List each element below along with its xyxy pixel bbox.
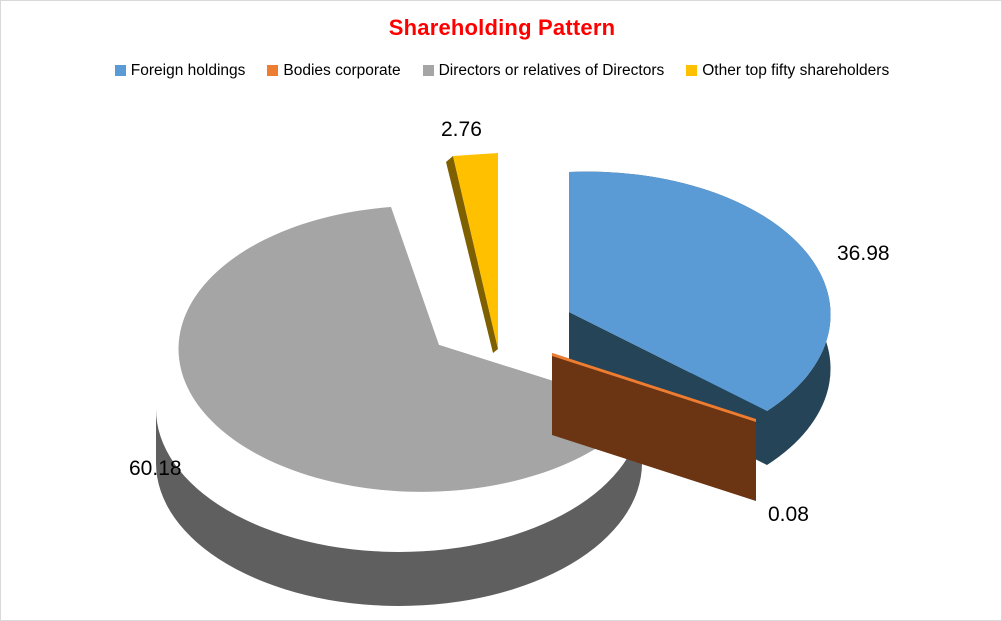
pie-slice-other-top-fifty[interactable]: [446, 153, 498, 353]
legend-swatch-foreign-holdings: [114, 65, 126, 77]
data-label-directors: 60.18: [129, 457, 182, 480]
legend-item-foreign-holdings[interactable]: Foreign holdings: [114, 62, 246, 79]
legend-label-directors: Directors or relatives of Directors: [438, 62, 665, 79]
legend-item-bodies-corporate[interactable]: Bodies corporate: [267, 62, 401, 79]
legend-label-foreign-holdings: Foreign holdings: [130, 62, 246, 79]
legend-item-other-top-fifty[interactable]: Other top fifty shareholders: [686, 63, 889, 79]
legend-label-other-top-fifty: Other top fifty shareholders: [702, 62, 890, 79]
data-label-bodies-corporate: 0.08: [768, 503, 809, 526]
data-label-other-top-fifty: 2.76: [441, 118, 482, 141]
pie-slice-directors-side: [156, 409, 642, 606]
chart-legend: Foreign holdings Bodies corporate Direct…: [1, 62, 1001, 79]
pie-slice-foreign-holdings-top: [569, 171, 831, 411]
pie-slice-bodies-corporate-side: [552, 353, 756, 501]
pie-slice-other-top-fifty-side: [446, 156, 498, 353]
data-label-foreign-holdings: 36.98: [837, 242, 890, 265]
pie-slice-other-top-fifty-top: [453, 153, 498, 349]
pie-slice-bodies-corporate-top: [552, 353, 756, 422]
legend-label-bodies-corporate: Bodies corporate: [283, 62, 401, 79]
legend-item-directors[interactable]: Directors or relatives of Directors: [422, 62, 665, 79]
legend-swatch-other-top-fifty: [686, 65, 698, 77]
legend-swatch-bodies-corporate: [267, 65, 279, 77]
chart-title: Shareholding Pattern: [388, 15, 616, 40]
pie-slice-directors-top: [178, 207, 642, 492]
legend-swatch-directors: [422, 65, 434, 77]
pie-slice-bodies-corporate[interactable]: [552, 353, 756, 501]
